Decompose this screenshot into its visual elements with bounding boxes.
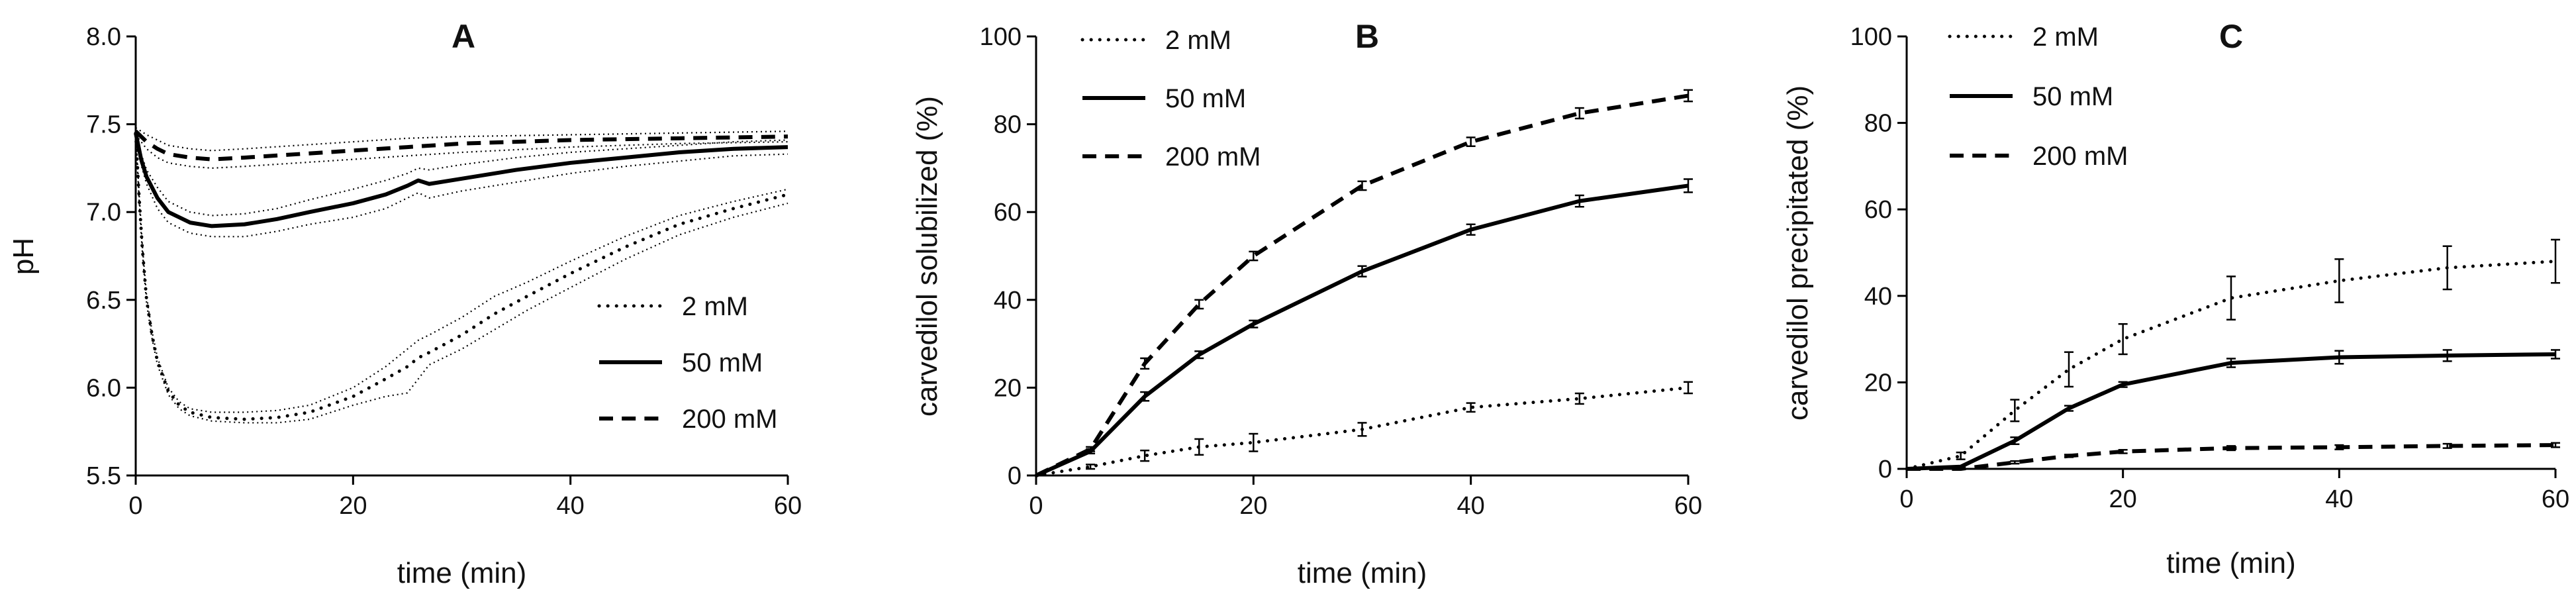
x-tick-label: 0	[1899, 485, 1913, 513]
legend-label: 200 mM	[1165, 142, 1261, 172]
x-tick-label: 20	[2109, 485, 2137, 513]
y-axis-label: carvedilol precipitated (%)	[1782, 85, 1814, 421]
y-tick-label: 5.5	[86, 462, 121, 490]
x-axis-label: time (min)	[1298, 557, 1427, 589]
legend-label: 50 mM	[682, 348, 763, 377]
series-line	[1035, 93, 1689, 477]
y-tick-label: 40	[994, 287, 1022, 315]
panel-c: 0 20 40 60 80 100 0 20 40 60 time (min) carvedilol …	[1782, 18, 2569, 579]
legend-label: 50 mM	[1165, 84, 1246, 113]
legend-label: 200 mM	[2032, 142, 2128, 171]
panel-title: A	[452, 18, 475, 55]
series-line	[1907, 443, 2556, 471]
legend-label: 50 mM	[2032, 82, 2113, 111]
x-tick-label: 60	[1674, 492, 1702, 520]
series-line	[134, 130, 788, 162]
x-tick-label: 20	[339, 492, 367, 520]
y-tick-label: 40	[1864, 283, 1892, 311]
panel-b: 0 20 40 60 80 100 0 20 40 60 time (min) carvedilol …	[911, 18, 1702, 589]
series-2-mm	[1905, 238, 2560, 471]
y-tick-label: 20	[1864, 369, 1892, 397]
x-tick-label: 60	[2542, 485, 2569, 513]
x-tick-label: 60	[774, 492, 802, 520]
y-tick-label: 7.0	[86, 199, 121, 226]
y-tick-label: 60	[1864, 196, 1892, 224]
band-upper	[135, 126, 788, 152]
legend-label: 200 mM	[682, 405, 778, 434]
series-2-mm	[134, 131, 790, 424]
x-tick-label: 40	[557, 492, 585, 520]
series-50-mm	[134, 130, 788, 238]
x-axis-label: time (min)	[397, 557, 527, 589]
legend-label: 2 mM	[2032, 23, 2099, 52]
series-line	[134, 131, 790, 421]
panel-title: C	[2219, 18, 2243, 55]
panel-title: B	[1355, 18, 1379, 55]
x-axis-label: time (min)	[2166, 547, 2296, 579]
series-line	[1906, 352, 2556, 471]
y-tick-label: 7.5	[86, 111, 121, 139]
y-tick-label: 80	[1864, 110, 1892, 138]
series-2-mm	[1034, 381, 1693, 477]
y-tick-label: 0	[1008, 462, 1022, 490]
y-tick-label: 0	[1878, 456, 1892, 483]
series-200-mm	[1035, 89, 1693, 477]
series-line	[1034, 385, 1690, 477]
y-tick-label: 6.0	[86, 374, 121, 402]
y-axis-label: pH	[7, 238, 40, 275]
legend-label: 2 mM	[682, 292, 748, 321]
y-tick-label: 20	[994, 374, 1022, 402]
y-tick-label: 100	[980, 23, 1022, 51]
legend-label: 2 mM	[1165, 26, 1231, 55]
band-lower	[134, 134, 788, 424]
y-tick-label: 6.5	[86, 287, 121, 315]
series-line	[1035, 183, 1689, 477]
y-tick-label: 100	[1850, 23, 1892, 51]
series-50-mm	[1035, 178, 1693, 477]
x-tick-label: 40	[2325, 485, 2353, 513]
x-tick-label: 20	[1239, 492, 1267, 520]
band-upper	[134, 130, 788, 217]
y-tick-label: 8.0	[86, 23, 121, 51]
x-tick-label: 40	[1457, 492, 1485, 520]
series-line	[1905, 260, 2557, 471]
series-line	[134, 132, 788, 228]
y-axis-label: carvedilol solubilized (%)	[911, 96, 943, 417]
panel-a: 5.5 6.0 6.5 7.0 7.5 8.0 0 20 40 60 time (min) pH A 2 …	[7, 18, 802, 589]
x-tick-label: 0	[128, 492, 142, 520]
series-200-mm	[134, 126, 788, 170]
series-200-mm	[1907, 442, 2560, 471]
y-tick-label: 60	[994, 199, 1022, 226]
y-tick-label: 80	[994, 111, 1022, 139]
x-tick-label: 0	[1029, 492, 1043, 520]
